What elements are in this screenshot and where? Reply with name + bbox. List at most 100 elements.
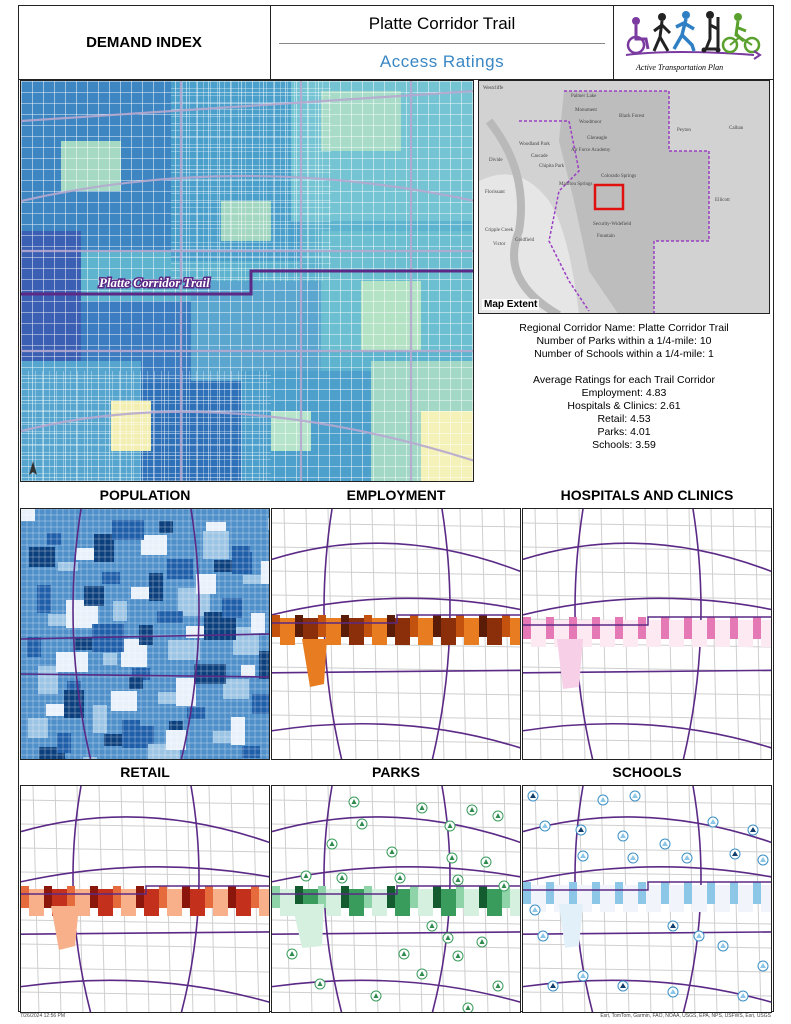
demand-blob <box>557 639 583 689</box>
park-marker-icon <box>286 948 298 960</box>
school-marker-icon <box>737 990 749 1002</box>
school-marker-icon <box>667 920 679 932</box>
trail-line <box>523 881 771 891</box>
arterial-road <box>272 542 520 573</box>
population-block <box>176 678 196 706</box>
population-block <box>130 758 150 759</box>
park-marker-icon <box>442 932 454 944</box>
retail-title: RETAIL <box>120 764 170 780</box>
employment-title: EMPLOYMENT <box>346 487 446 503</box>
arterial-road <box>272 979 520 1003</box>
title-divider <box>279 43 605 44</box>
population-map[interactable] <box>20 508 270 760</box>
corridor-demand-band <box>21 885 269 950</box>
hospitals-rating: Hospitals & Clinics: 2.61 <box>567 400 681 412</box>
park-marker-icon <box>398 948 410 960</box>
corridor-demand-band <box>272 885 520 948</box>
population-block <box>195 745 209 759</box>
population-block <box>104 734 124 746</box>
page-subtitle: Access Ratings <box>379 52 505 71</box>
schools-map[interactable] <box>522 785 772 1013</box>
place-label: Cripple Creek <box>485 228 514 233</box>
title-block: Platte Corridor Trail Access Ratings <box>271 5 614 80</box>
arterial-road <box>523 866 771 883</box>
school-marker-icon <box>667 986 679 998</box>
school-marker-icon <box>527 790 539 802</box>
demand-blob <box>51 906 79 950</box>
corridor-name: Regional Corridor Name: Platte Corridor … <box>519 322 729 334</box>
park-marker-icon <box>452 950 464 962</box>
demand-index-heading: DEMAND INDEX <box>18 5 271 80</box>
place-label: Chipita Park <box>539 164 565 169</box>
retail-map-canvas <box>21 786 269 1012</box>
parks-map[interactable] <box>271 785 521 1013</box>
map-credits: Esri, TomTom, Garmin, FAO, NOAA, USGS, E… <box>600 1013 771 1019</box>
arterial-road <box>21 509 269 759</box>
hospitals-map[interactable] <box>522 508 772 760</box>
school-marker-icon <box>707 816 719 828</box>
school-marker-icon <box>693 930 705 942</box>
extent-place-labels: Westcliffe Palmer Lake Monument Woodmoor… <box>483 86 744 247</box>
place-label: Colorado Springs <box>601 174 636 179</box>
trail-map-label: Platte Corridor Trail <box>99 275 210 290</box>
park-marker-icon <box>300 870 312 882</box>
schools-title: SCHOOLS <box>612 764 682 780</box>
arterial-road <box>21 866 269 883</box>
main-map-canvas: Platte Corridor Trail <box>21 81 473 481</box>
place-label: Security-Widefield <box>593 222 632 227</box>
park-marker-icon <box>462 1002 474 1012</box>
population-block <box>112 520 144 540</box>
park-marker-icon <box>466 804 478 816</box>
parks-count: Number of Parks within a 1/4-mile: 10 <box>536 335 712 347</box>
active-transportation-logo <box>625 11 762 60</box>
park-marker-icon <box>336 872 348 884</box>
school-marker-icon <box>617 830 629 842</box>
place-label: Westcliffe <box>483 86 504 91</box>
place-label: Ellicott <box>715 198 730 203</box>
trail-line <box>523 616 771 626</box>
park-marker-icon <box>498 880 510 892</box>
park-marker-icon <box>326 838 338 850</box>
demand-index-text: DEMAND INDEX <box>86 33 202 51</box>
school-marker-icon <box>747 824 759 836</box>
main-corridor-map[interactable]: Platte Corridor Trail <box>20 80 474 482</box>
timestamp: 7/26/2024 12:56 PM <box>20 1013 66 1019</box>
place-label: Black Forest <box>619 114 645 119</box>
place-label: Calhan <box>729 126 744 131</box>
arterial-road <box>21 816 269 844</box>
parks-rating: Parks: 4.01 <box>597 426 651 438</box>
population-block <box>268 518 269 530</box>
place-label: Cascade <box>531 154 548 159</box>
arterial-road <box>523 722 771 749</box>
employment-map-canvas <box>272 509 520 759</box>
map-extent-inset[interactable]: Westcliffe Palmer Lake Monument Woodmoor… <box>478 80 770 314</box>
school-marker-icon <box>729 848 741 860</box>
place-label: Peyton <box>677 128 691 133</box>
school-marker-icon <box>539 820 551 832</box>
school-marker-icon <box>577 970 589 982</box>
retail-map[interactable] <box>20 785 270 1013</box>
park-marker-icon <box>492 810 504 822</box>
place-label: Woodmoor <box>579 120 602 125</box>
park-marker-icon <box>370 990 382 1002</box>
parks-title: PARKS <box>372 764 420 780</box>
corridor-demand-band <box>523 881 771 948</box>
extent-map-canvas: Westcliffe Palmer Lake Monument Woodmoor… <box>479 81 769 313</box>
park-marker-icon <box>314 978 326 990</box>
employment-map[interactable] <box>271 508 521 760</box>
school-marker-icon <box>757 960 769 972</box>
school-marker-icon <box>547 980 559 992</box>
school-marker-icon <box>575 824 587 836</box>
school-marker-icon <box>597 794 609 806</box>
retail-rating: Retail: 4.53 <box>597 413 651 425</box>
school-marker-icon <box>659 838 671 850</box>
extent-rectangle <box>593 183 625 211</box>
school-marker-icon <box>529 904 541 916</box>
population-block <box>56 652 88 672</box>
place-label: Gleneagle <box>587 136 608 141</box>
schools-count: Number of Schools within a 1/4-mile: 1 <box>534 348 714 360</box>
road-network <box>272 509 520 759</box>
arterial-road <box>272 722 520 749</box>
arterial-road <box>21 979 269 1003</box>
logo-block: Active Transportation Plan <box>614 5 774 80</box>
